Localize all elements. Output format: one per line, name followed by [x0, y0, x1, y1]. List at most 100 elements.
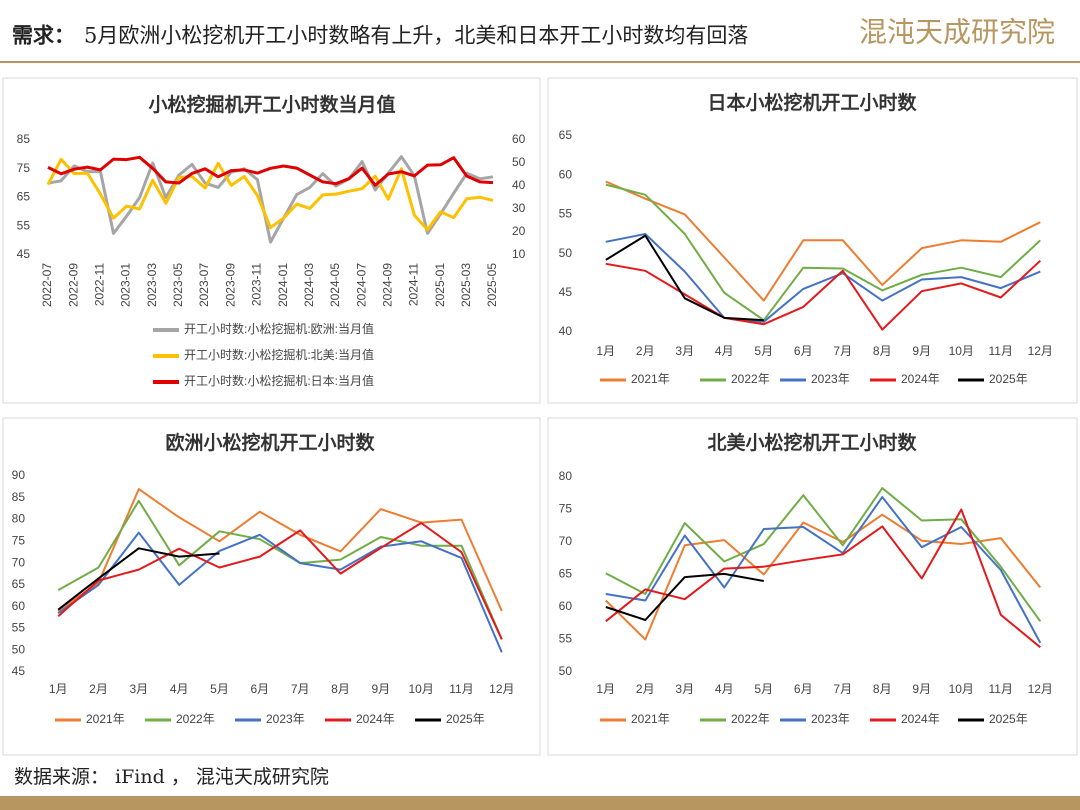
y-tick-label: 75	[12, 534, 26, 548]
y-tick-label: 60	[559, 167, 573, 181]
y-tick-label: 85	[17, 132, 31, 146]
series-line	[46, 157, 494, 232]
x-tick-label: 2022-07	[40, 263, 54, 307]
x-tick-label: 5月	[754, 682, 773, 696]
y2-tick-label: 40	[512, 178, 526, 192]
x-tick-label: 2024-09	[380, 263, 394, 307]
x-tick-label: 2025-05	[485, 263, 499, 307]
y-tick-label: 45	[17, 247, 31, 261]
x-tick-label: 3月	[129, 682, 148, 696]
legend-label: 2024年	[901, 712, 940, 726]
y-tick-label: 55	[12, 621, 26, 635]
x-tick-label: 10月	[949, 682, 974, 696]
y-tick-label: 40	[559, 324, 573, 338]
legend-label: 2023年	[266, 712, 305, 726]
x-tick-label: 2月	[89, 682, 108, 696]
series-line	[605, 180, 1041, 302]
y-tick-label: 65	[12, 577, 26, 591]
x-tick-label: 7月	[833, 682, 852, 696]
panel	[547, 417, 1078, 756]
x-tick-label: 2025-01	[433, 263, 447, 307]
y2-tick-label: 60	[512, 132, 526, 146]
header-title: 5月欧洲小松挖机开工小时数略有上升，北美和日本开工小时数均有回落	[84, 24, 748, 48]
series-line	[605, 572, 764, 621]
x-tick-label: 2024-11	[407, 263, 421, 306]
y-tick-label: 90	[12, 468, 26, 482]
y-tick-label: 60	[559, 599, 573, 613]
x-tick-label: 11月	[989, 682, 1013, 696]
series-line	[47, 155, 494, 244]
series-line	[57, 547, 220, 611]
series-line	[605, 259, 1041, 331]
y-tick-label: 85	[12, 490, 26, 504]
y-tick-label: 60	[12, 599, 26, 613]
y-tick-label: 50	[559, 664, 573, 678]
series-line	[605, 508, 1041, 649]
legend-label: 2022年	[731, 712, 770, 726]
x-tick-label: 11月	[449, 682, 473, 696]
legend-label: 2021年	[631, 712, 670, 726]
y-tick-label: 55	[559, 632, 573, 646]
x-tick-label: 10月	[408, 682, 433, 696]
legend-label: 开工小时数:小松挖掘机:日本:当月值	[184, 373, 374, 388]
chart-title: 小松挖掘机开工小时数当月值	[148, 93, 395, 116]
x-tick-label: 2024-07	[354, 263, 368, 307]
x-tick-label: 2022-09	[66, 263, 80, 307]
legend-label: 2025年	[446, 712, 485, 726]
y-tick-label: 50	[559, 246, 573, 260]
x-tick-label: 9月	[371, 682, 390, 696]
x-tick-label: 9月	[912, 682, 931, 696]
x-tick-label: 8月	[873, 344, 892, 358]
y-tick-label: 75	[17, 161, 31, 175]
x-tick-label: 10月	[949, 344, 974, 358]
x-tick-label: 2024-01	[276, 263, 290, 307]
chart-title: 欧洲小松挖机开工小时数	[165, 431, 375, 454]
logo: 混沌天成研究院	[859, 16, 1055, 49]
legend-label: 2024年	[356, 712, 395, 726]
legend-label: 2025年	[989, 372, 1028, 386]
x-tick-label: 2025-03	[459, 263, 473, 307]
series-line	[605, 496, 1042, 644]
y-tick-label: 65	[559, 128, 573, 142]
series-line	[605, 234, 764, 322]
x-tick-label: 3月	[675, 344, 694, 358]
y2-tick-label: 50	[512, 155, 526, 169]
legend-label: 2024年	[901, 372, 940, 386]
x-tick-label: 2022-11	[93, 263, 107, 306]
x-tick-label: 5月	[210, 682, 229, 696]
series-line	[605, 513, 1042, 641]
x-tick-label: 12月	[1028, 682, 1053, 696]
series-line	[605, 233, 1041, 323]
x-tick-label: 6月	[794, 682, 813, 696]
y-tick-label: 55	[17, 218, 31, 232]
x-tick-label: 7月	[291, 682, 310, 696]
x-tick-label: 2023-03	[145, 263, 159, 307]
panel	[2, 77, 541, 404]
legend-label: 2025年	[989, 712, 1028, 726]
y-tick-label: 80	[12, 512, 26, 526]
panel	[2, 417, 541, 756]
panel	[547, 77, 1078, 404]
x-tick-label: 2023-01	[119, 263, 133, 307]
x-tick-label: 7月	[833, 344, 852, 358]
x-tick-label: 2024-05	[328, 263, 342, 307]
legend-label: 2021年	[631, 372, 670, 386]
x-tick-label: 5月	[754, 344, 773, 358]
x-tick-label: 6月	[794, 344, 813, 358]
y-tick-label: 65	[17, 190, 31, 204]
series-line	[57, 522, 503, 640]
x-tick-label: 2月	[636, 344, 655, 358]
x-tick-label: 8月	[331, 682, 350, 696]
y-tick-label: 80	[559, 469, 573, 483]
series-line	[605, 183, 1041, 322]
series-line	[57, 488, 503, 612]
chart-title: 北美小松挖机开工小时数	[707, 431, 917, 454]
y2-tick-label: 20	[512, 224, 526, 238]
legend-label: 开工小时数:小松挖掘机:北美:当月值	[184, 347, 374, 362]
x-tick-label: 1月	[49, 682, 68, 696]
y-tick-label: 70	[12, 555, 26, 569]
y-tick-label: 65	[559, 567, 573, 581]
y2-tick-label: 10	[512, 247, 526, 261]
x-tick-label: 9月	[912, 344, 931, 358]
